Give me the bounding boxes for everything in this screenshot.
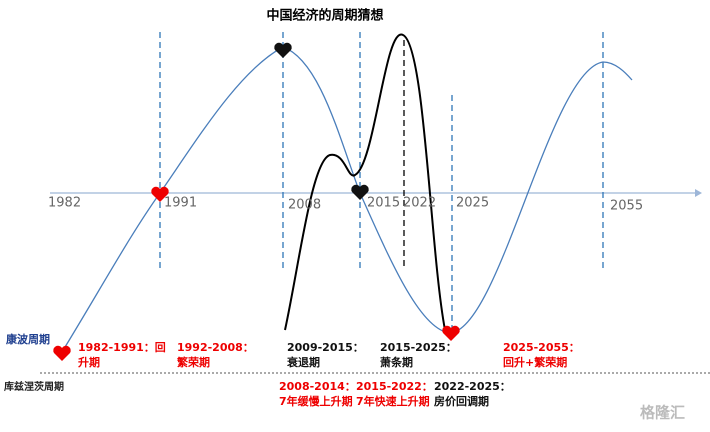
markers <box>159 32 604 335</box>
cycle-label: 库兹涅茨周期 <box>4 380 64 393</box>
phase-label: 1982-1991：回 <box>78 340 166 354</box>
phase-label: 7年缓慢上升期 <box>279 394 353 408</box>
year-label: 2022 <box>403 196 436 211</box>
kuznets-curve <box>284 33 446 331</box>
phase-label: 2015-2025： <box>380 341 457 354</box>
year-label: 2008 <box>288 198 321 213</box>
phase-label: 衰退期 <box>286 355 320 369</box>
kondratiev-curve <box>61 46 633 353</box>
watermark: 格隆汇 <box>640 404 685 422</box>
phase-label: 萧条期 <box>380 355 413 369</box>
phase-label: 回升+繁荣期 <box>503 355 567 369</box>
phase-label: 2008-2014： <box>279 380 356 393</box>
phase-label: 升期 <box>78 355 100 369</box>
cycle-label: 康波周期 <box>6 332 50 346</box>
phase-label: 房价回调期 <box>434 394 489 408</box>
phase-label: 2015-2022： <box>356 380 433 393</box>
axis-arrow <box>695 189 702 197</box>
year-label: 2025 <box>456 196 489 211</box>
phase-label: 7年快速上升期 <box>356 394 430 408</box>
phases: 1982-1991：回升期 1992-2008：繁荣期 2009-2015：衰退期 2… <box>78 340 580 408</box>
year-label: 1982 <box>48 196 81 211</box>
year-label: 2015 <box>367 196 400 211</box>
phase-label: 1992-2008： <box>177 341 254 354</box>
title: 中国经济的周期猜想 <box>266 8 383 24</box>
hearts <box>53 42 460 361</box>
phase-label: 繁荣期 <box>176 355 210 369</box>
phase-label: 2025-2055： <box>503 341 580 354</box>
phase-label: 2009-2015： <box>287 341 364 354</box>
year-label: 1991 <box>164 196 197 211</box>
year-label: 2055 <box>610 199 643 214</box>
phase-label: 2022-2025： <box>434 380 511 393</box>
